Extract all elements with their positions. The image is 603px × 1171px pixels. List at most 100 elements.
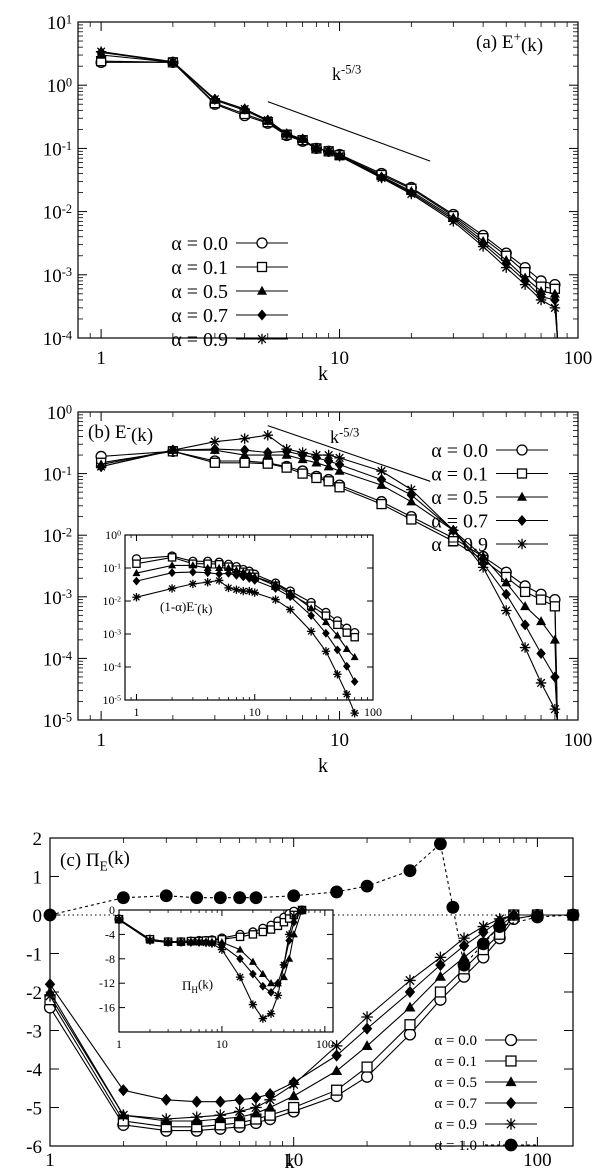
data-point [286, 588, 295, 596]
plot-frame [77, 411, 579, 721]
data-point [404, 985, 416, 999]
inset-x-tick-label: 1 [116, 1037, 122, 1051]
data-point [44, 978, 56, 991]
x-tick-label: 100 [523, 1150, 552, 1171]
data-point [342, 689, 351, 699]
data-point [189, 567, 197, 577]
panel-b: 1 10 100 10-5 10-4 10-3 10-2 10-1 100 k k-5/3 (b) E… [43, 402, 593, 777]
data-point [334, 151, 345, 162]
inset-y-tick-label: 10-3 [103, 627, 122, 641]
panel-title: (a) E+(k) [476, 29, 543, 56]
inset-y-tick-label: -12 [99, 976, 115, 990]
legend-marker [505, 1096, 517, 1110]
data-point [331, 1084, 343, 1096]
inset-c: 1 10 100 0 -4 -8 -12 -16 ΠH(k) [99, 903, 334, 1051]
data-point [519, 642, 531, 653]
data-point [213, 891, 227, 905]
data-point [536, 616, 547, 626]
data-point [536, 648, 546, 660]
data-point [406, 484, 417, 495]
data-point [235, 932, 245, 942]
x-tick-label: 1 [45, 1150, 55, 1171]
data-point [248, 1000, 258, 1009]
inset-y-tick-label: 10-1 [103, 561, 122, 575]
data-point [446, 900, 460, 914]
data-point [239, 572, 248, 582]
data-point [457, 958, 471, 972]
data-point [519, 586, 531, 598]
legend-item: α = 0.9 [431, 534, 548, 556]
data-point [210, 443, 220, 455]
inset-annotation: (1-α)E-(k) [160, 598, 212, 616]
series-4 [132, 576, 359, 718]
data-point [549, 634, 560, 644]
data-point [549, 288, 560, 298]
data-point [321, 647, 331, 656]
data-point [262, 429, 274, 441]
data-point [250, 1101, 262, 1114]
legend-item: α = 0.1 [171, 257, 288, 279]
data-point [333, 645, 342, 655]
data-point [250, 588, 259, 597]
data-point [458, 939, 470, 952]
legend-item: α = 0.0 [431, 440, 548, 462]
legend-label: α = 0.0 [434, 1033, 477, 1049]
data-point [289, 930, 298, 938]
data-point [214, 576, 224, 585]
data-point [232, 566, 241, 574]
y-tick-label: 10-1 [43, 464, 72, 486]
inset-y-tick-label: 0 [109, 903, 115, 917]
y-tick-label: 100 [47, 402, 72, 424]
data-point [95, 46, 107, 57]
data-point [500, 262, 512, 273]
data-point [258, 927, 268, 937]
data-point [323, 476, 334, 487]
inset-x-tick-label: 10 [249, 705, 261, 719]
data-point [117, 1109, 130, 1121]
data-point [249, 969, 257, 979]
data-point [376, 465, 387, 477]
legend-marker [505, 1076, 517, 1087]
legend-item: α = 0.5 [431, 487, 548, 509]
y-tick-label: 10-3 [43, 265, 72, 287]
data-point [322, 628, 330, 638]
y-tick-label: 10-2 [43, 202, 72, 224]
data-point [215, 569, 223, 579]
data-point [132, 559, 141, 568]
data-point [404, 974, 416, 987]
data-point [404, 1001, 416, 1012]
legend-marker [516, 538, 528, 550]
data-point [203, 563, 212, 571]
legend-label: α = 0.7 [431, 511, 488, 533]
data-point [190, 891, 204, 905]
series-0.9 [95, 429, 561, 721]
data-point [501, 588, 511, 600]
legend-item: α = 0.7 [171, 305, 288, 327]
data-point [95, 461, 107, 472]
data-point [250, 1091, 262, 1104]
data-point [458, 951, 470, 962]
data-point [435, 959, 446, 972]
data-point [448, 216, 459, 227]
y-tick-label: -4 [26, 1060, 42, 1081]
data-point [43, 908, 57, 922]
data-point [289, 911, 299, 921]
data-point [311, 143, 322, 154]
data-point [190, 1111, 203, 1123]
legend-label: α = 0.0 [171, 233, 228, 255]
legend-marker [517, 515, 527, 526]
data-point [186, 938, 196, 947]
data-point [311, 449, 322, 461]
legend-label: α = 0.9 [431, 534, 488, 556]
data-point [493, 913, 506, 925]
data-point [406, 514, 417, 525]
data-point [297, 905, 307, 915]
legend-label: α = 0.9 [434, 1117, 477, 1133]
data-point [566, 908, 580, 922]
x-tick-label: 1 [96, 730, 106, 751]
data-point [262, 114, 274, 126]
data-point [286, 592, 295, 602]
series-0.5 [96, 49, 560, 339]
series-0.0 [95, 56, 561, 339]
data-point [360, 1070, 374, 1083]
